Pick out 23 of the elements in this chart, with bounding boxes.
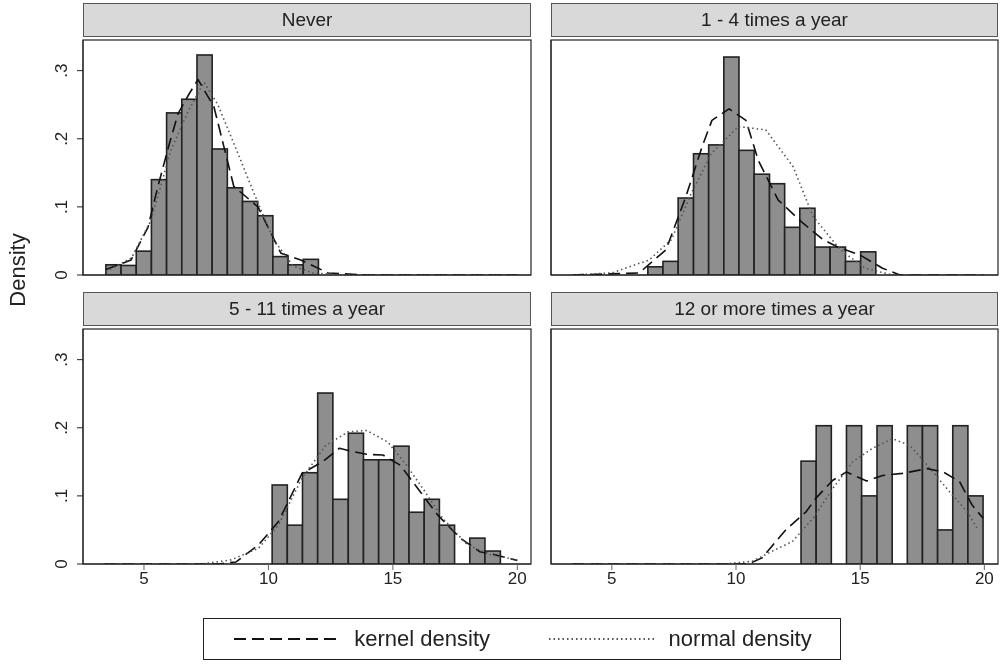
x-tick-label: 20: [974, 569, 994, 589]
x-tick-label: 10: [726, 569, 746, 589]
y-tick-label: .1: [52, 488, 71, 503]
legend-label: kernel density: [354, 626, 491, 652]
chart-title: Never: [83, 3, 531, 37]
x-tick-label: 5: [139, 569, 149, 589]
x-tick-label: 20: [507, 569, 527, 589]
chart-title: 1 - 4 times a year: [551, 3, 998, 37]
y-tick-label: .2: [52, 131, 71, 146]
x-tick-label: 15: [850, 569, 870, 589]
x-tick-label: 10: [258, 569, 278, 589]
x-tick-label: 5: [607, 569, 617, 589]
y-tick-label: .3: [52, 63, 71, 78]
y-tick-label: .2: [52, 420, 71, 435]
y-tick-label: 0: [52, 559, 71, 569]
x-tick-label: 15: [383, 569, 403, 589]
chart-title: 5 - 11 times a year: [83, 292, 531, 326]
y-tick-label: 0: [52, 270, 71, 280]
y-tick-label: .1: [52, 199, 71, 214]
y-tick-label: .3: [52, 352, 71, 367]
y-axis-title: Density: [5, 233, 31, 307]
chart-title: 12 or more times a year: [551, 292, 998, 326]
legend-label: normal density: [668, 626, 812, 652]
